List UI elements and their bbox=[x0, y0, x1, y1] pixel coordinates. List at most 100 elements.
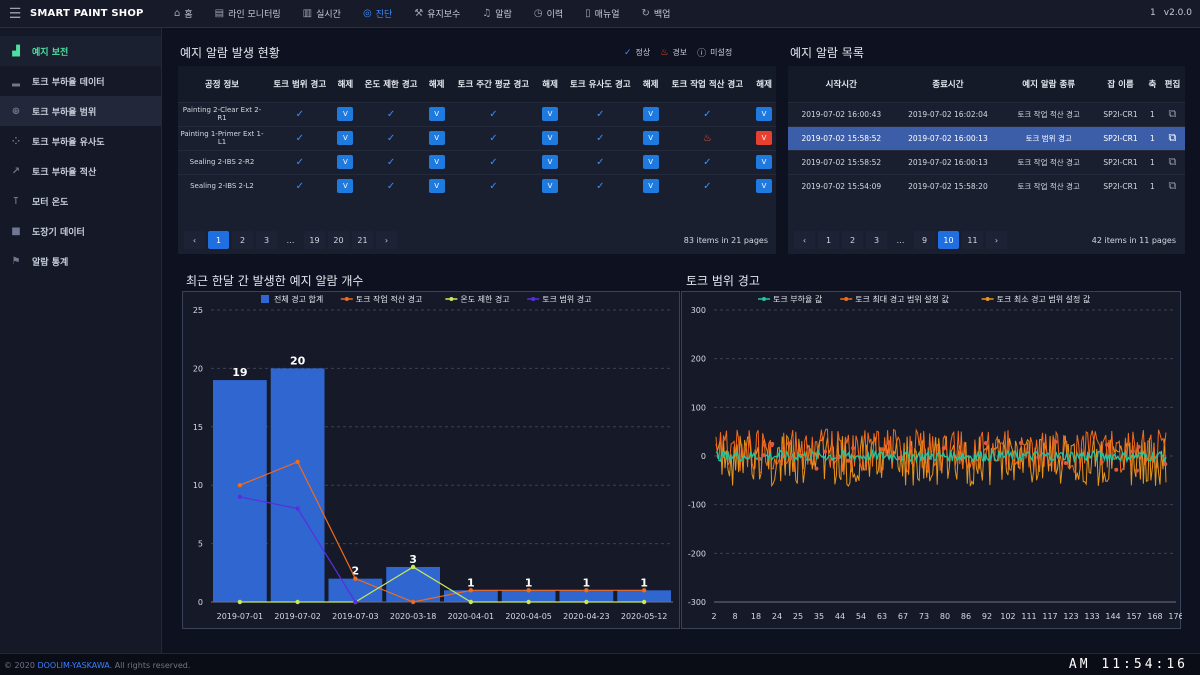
type-cell: 토크 작업 적산 경고 bbox=[1001, 101, 1097, 126]
release-button[interactable]: V bbox=[756, 155, 773, 169]
nav-item-3[interactable]: ◎ 진단 bbox=[352, 0, 403, 28]
release-button[interactable]: V bbox=[756, 179, 773, 194]
nav-label: 매뉴얼 bbox=[594, 10, 620, 20]
edit-icon[interactable]: ⧉ bbox=[1168, 131, 1177, 144]
nav-item-4[interactable]: ⚒ 유지보수 bbox=[403, 0, 471, 28]
release-button[interactable]: V bbox=[337, 131, 354, 145]
release-button[interactable]: V bbox=[542, 131, 559, 145]
release-button[interactable]: V bbox=[428, 131, 445, 145]
release-button[interactable]: V bbox=[542, 179, 559, 194]
sidebar-item-1[interactable]: ▂ 토크 부하율 데이터 bbox=[0, 66, 161, 96]
nav-item-0[interactable]: ⌂ 홈 bbox=[163, 0, 204, 28]
table-row[interactable]: 2019-07-02 15:54:09 2019-07-02 15:58:20 토크… bbox=[788, 173, 1185, 198]
page-button[interactable]: 2 bbox=[232, 231, 253, 249]
table-row[interactable]: 2019-07-02 15:58:52 2019-07-02 16:00:13 토크… bbox=[788, 149, 1185, 174]
page-button[interactable]: 1 bbox=[208, 231, 229, 249]
edit-icon[interactable]: ⧉ bbox=[1168, 155, 1177, 168]
release-button[interactable]: V bbox=[642, 179, 659, 194]
nav-item-2[interactable]: ▥ 실시간 bbox=[292, 0, 352, 28]
release-button[interactable]: V bbox=[542, 155, 559, 169]
table-row[interactable]: 2019-07-02 15:58:52 2019-07-02 16:00:13 토크… bbox=[788, 125, 1185, 150]
list-col-header: 예지 알람 종류 bbox=[1001, 66, 1097, 102]
nav-item-7[interactable]: ▯ 매뉴얼 bbox=[574, 0, 630, 28]
series-point bbox=[641, 599, 647, 605]
nav-item-6[interactable]: ◷ 이력 bbox=[523, 0, 574, 28]
release-button[interactable]: V bbox=[428, 107, 445, 121]
page-button[interactable]: 10 bbox=[938, 231, 959, 249]
check-icon: ✓ bbox=[703, 180, 712, 192]
release-button[interactable]: V bbox=[642, 107, 659, 121]
next-page-button[interactable]: › bbox=[376, 231, 397, 249]
edit-icon[interactable]: ⧉ bbox=[1168, 179, 1177, 193]
page-button[interactable]: 21 bbox=[352, 231, 373, 249]
page-button[interactable]: 20 bbox=[328, 231, 349, 249]
status-cell: ✓ bbox=[266, 125, 334, 150]
release-button[interactable]: V bbox=[337, 107, 354, 121]
page-button[interactable]: 19 bbox=[304, 231, 325, 249]
check-icon: ✓ bbox=[489, 132, 498, 144]
alarm-icon: ⚑ bbox=[11, 255, 21, 267]
page-button[interactable]: 9 bbox=[914, 231, 935, 249]
sidebar-item-0[interactable]: ▟ 예지 보전 bbox=[0, 36, 161, 66]
legend-item: 전체 경고 합계 bbox=[261, 294, 323, 304]
x-tick-label: 102 bbox=[1000, 612, 1015, 621]
sidebar-item-2[interactable]: ⊕ 토크 부하율 범위 bbox=[0, 96, 161, 126]
release-cell: V bbox=[638, 125, 663, 150]
release-cell: V bbox=[333, 173, 358, 198]
end-cell: 2019-07-02 15:58:20 bbox=[894, 173, 1002, 198]
next-page-button[interactable]: › bbox=[986, 231, 1007, 249]
release-button[interactable]: V bbox=[756, 107, 773, 121]
page-button[interactable]: 1 bbox=[818, 231, 839, 249]
nav-item-8[interactable]: ↻ 백업 bbox=[631, 0, 682, 28]
hamburger-icon[interactable]: ☰ bbox=[8, 5, 22, 22]
prev-page-button[interactable]: ‹ bbox=[794, 231, 815, 249]
release-button[interactable]: V bbox=[428, 155, 445, 169]
series-point bbox=[983, 441, 988, 446]
sidebar-item-label: 토크 부하율 적산 bbox=[32, 167, 97, 178]
release-button[interactable]: V bbox=[337, 179, 354, 194]
wrench-icon: ⚒ bbox=[414, 8, 424, 19]
legend-normal: 정상 bbox=[635, 48, 651, 57]
sidebar-item-7[interactable]: ⚑ 알람 통계 bbox=[0, 246, 161, 276]
x-tick-label: 2 bbox=[711, 612, 716, 621]
release-button[interactable]: V bbox=[756, 131, 773, 145]
series-point bbox=[468, 599, 474, 605]
main-nav: ⌂ 홈 ▤ 라인 모니터링 ▥ 실시간 ◎ 진단 ⚒ 유지보수 ♫ 알람 ◷ 이력 ▯ 매뉴얼 ↻ 백업 bbox=[163, 0, 681, 28]
page-button[interactable]: 3 bbox=[866, 231, 887, 249]
clock-icon: ◷ bbox=[533, 8, 543, 19]
bar bbox=[386, 566, 440, 602]
page-button[interactable]: 11 bbox=[962, 231, 983, 249]
series-point bbox=[584, 599, 589, 605]
axis-cell: 1 bbox=[1144, 149, 1160, 174]
status-cell: ✓ bbox=[448, 125, 539, 150]
release-button[interactable]: V bbox=[642, 131, 659, 145]
release-button[interactable]: V bbox=[337, 155, 354, 169]
series-point bbox=[1136, 444, 1141, 449]
edit-icon[interactable]: ⧉ bbox=[1168, 107, 1177, 120]
end-cell: 2019-07-02 16:02:04 bbox=[894, 101, 1002, 126]
release-cell: V bbox=[538, 101, 562, 126]
page-button: … bbox=[286, 235, 295, 245]
sidebar-item-3[interactable]: ⁘ 토크 부하율 유사도 bbox=[0, 126, 161, 156]
x-tick-label: 44 bbox=[835, 612, 845, 621]
table-row[interactable]: 2019-07-02 16:00:43 2019-07-02 16:02:04 토크… bbox=[788, 101, 1185, 126]
release-button[interactable]: V bbox=[428, 179, 445, 194]
sidebar-item-5[interactable]: ⊺ 모터 온도 bbox=[0, 186, 161, 216]
y-tick-label: -300 bbox=[688, 598, 706, 607]
x-tick-label: 2020-04-23 bbox=[563, 612, 610, 621]
nav-item-5[interactable]: ♫ 알람 bbox=[471, 0, 523, 28]
release-cell: V bbox=[752, 173, 776, 198]
alarm-status-pager-bar bbox=[178, 226, 776, 254]
release-button[interactable]: V bbox=[542, 107, 559, 121]
nav-item-1[interactable]: ▤ 라인 모니터링 bbox=[204, 0, 292, 28]
page-button[interactable]: 2 bbox=[842, 231, 863, 249]
line-chart-box: 300 200 100 0 -100 -200 -300 토크 부하율 값 토크 최대 경고 범… bbox=[681, 291, 1184, 629]
page-button[interactable]: 3 bbox=[256, 231, 277, 249]
release-button[interactable]: V bbox=[642, 155, 659, 169]
prev-page-button[interactable]: ‹ bbox=[184, 231, 205, 249]
y-tick-label: 15 bbox=[193, 423, 203, 432]
version-area: 1 v2.0.0 bbox=[1142, 8, 1192, 18]
sidebar-item-4[interactable]: ↗ 토크 부하율 적산 bbox=[0, 156, 161, 186]
job-cell: SP2I-CR1 bbox=[1096, 125, 1145, 150]
sidebar-item-6[interactable]: ■ 도장기 데이터 bbox=[0, 216, 161, 246]
